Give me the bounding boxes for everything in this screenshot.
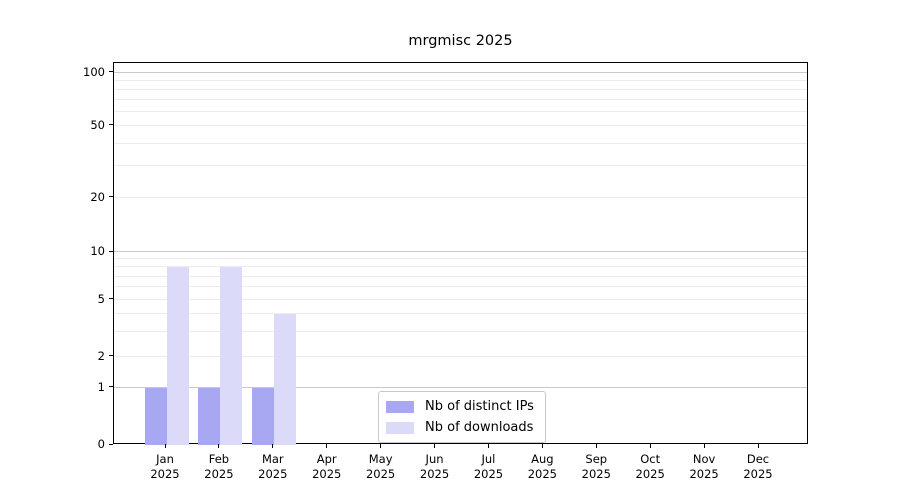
y-tick-1 <box>109 386 113 388</box>
bar-distinct-ips-mar <box>252 387 275 445</box>
legend-swatch-distinct-ips <box>386 400 414 413</box>
gridline-5 <box>114 298 807 300</box>
bar-downloads-jan <box>166 267 189 445</box>
gridline-10 <box>114 251 807 252</box>
y-tick-0 <box>109 443 113 445</box>
x-tick-oct <box>649 444 651 448</box>
y-tick-label-50: 50 <box>90 117 105 132</box>
y-tick-50 <box>109 124 113 126</box>
x-tick-dec <box>757 444 759 448</box>
y-tick-5 <box>109 298 113 300</box>
legend-item-distinct-ips: Nb of distinct IPs <box>386 400 534 413</box>
gridline-4 <box>114 312 807 314</box>
gridline-80 <box>114 88 807 90</box>
x-tick-label-dec: Dec 2025 <box>743 452 773 481</box>
y-tick-20 <box>109 196 113 198</box>
x-tick-label-jun: Jun 2025 <box>419 452 450 481</box>
y-tick-label-5: 5 <box>97 291 105 306</box>
gridline-90 <box>114 79 807 81</box>
legend-label-distinct-ips: Nb of distinct IPs <box>425 399 534 414</box>
x-tick-label-apr: Apr 2025 <box>312 452 342 481</box>
x-tick-feb <box>218 444 220 448</box>
gridline-2 <box>114 355 807 357</box>
y-tick-label-20: 20 <box>90 189 105 204</box>
x-tick-label-feb: Feb 2025 <box>204 452 234 481</box>
x-tick-sep <box>595 444 597 448</box>
gridline-50 <box>114 124 807 126</box>
x-tick-label-jul: Jul 2025 <box>473 452 504 481</box>
x-tick-label-aug: Aug 2025 <box>527 452 557 481</box>
x-tick-apr <box>326 444 328 448</box>
x-tick-nov <box>703 444 705 448</box>
y-tick-label-2: 2 <box>97 348 105 363</box>
gridline-1 <box>114 386 807 388</box>
gridline-3 <box>114 330 807 332</box>
chart-title: mrgmisc 2025 <box>408 33 513 49</box>
x-tick-label-mar: Mar 2025 <box>258 452 288 481</box>
gridline-9 <box>114 258 807 260</box>
gridline-20 <box>114 196 807 198</box>
x-tick-may <box>380 444 382 448</box>
x-tick-jan <box>164 444 166 448</box>
legend: Nb of distinct IPs Nb of downloads <box>378 391 546 443</box>
gridline-6 <box>114 286 807 288</box>
gridline-8 <box>114 266 807 268</box>
x-tick-aug <box>541 444 543 448</box>
gridline-40 <box>114 142 807 144</box>
x-tick-mar <box>272 444 274 448</box>
x-tick-jun <box>434 444 436 448</box>
bar-distinct-ips-feb <box>198 387 221 445</box>
y-tick-10 <box>109 250 113 252</box>
gridline-7 <box>114 275 807 277</box>
legend-swatch-downloads <box>386 421 414 434</box>
plot-area: Nb of distinct IPs Nb of downloads <box>113 62 808 445</box>
bar-downloads-mar <box>274 313 297 445</box>
y-tick-2 <box>109 355 113 357</box>
x-tick-label-nov: Nov 2025 <box>689 452 719 481</box>
bar-downloads-feb <box>220 267 243 445</box>
legend-label-downloads: Nb of downloads <box>425 420 534 435</box>
y-tick-label-1: 1 <box>97 379 105 394</box>
legend-item-downloads: Nb of downloads <box>386 421 534 434</box>
gridline-70 <box>114 99 807 101</box>
bar-distinct-ips-jan <box>144 387 167 445</box>
gridline-30 <box>114 165 807 167</box>
x-tick-label-may: May 2025 <box>365 452 396 481</box>
x-tick-label-sep: Sep 2025 <box>581 452 611 481</box>
y-tick-100 <box>109 71 113 73</box>
y-tick-label-100: 100 <box>83 64 105 79</box>
x-tick-jul <box>487 444 489 448</box>
y-tick-label-0: 0 <box>97 437 105 451</box>
y-tick-label-10: 10 <box>90 244 105 258</box>
gridline-100 <box>114 71 807 73</box>
gridline-60 <box>114 110 807 112</box>
x-tick-label-oct: Oct 2025 <box>635 452 665 481</box>
x-tick-label-jan: Jan 2025 <box>150 452 180 481</box>
